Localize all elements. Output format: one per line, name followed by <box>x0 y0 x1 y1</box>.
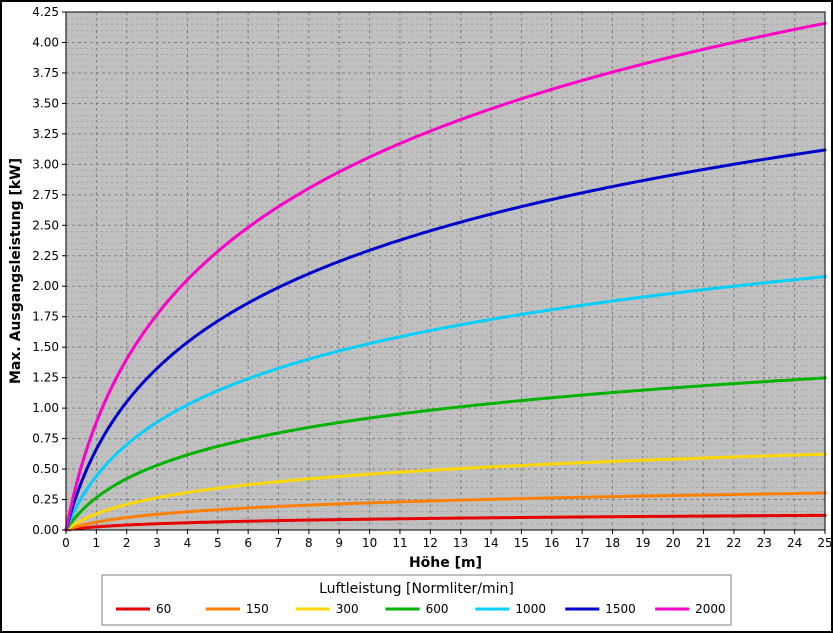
svg-text:3.75: 3.75 <box>32 66 59 80</box>
svg-text:Max. Ausgangsleistung [kW]: Max. Ausgangsleistung [kW] <box>8 158 24 384</box>
svg-text:22: 22 <box>726 536 741 550</box>
svg-text:16: 16 <box>544 536 559 550</box>
svg-text:23: 23 <box>757 536 772 550</box>
svg-text:1.75: 1.75 <box>32 310 59 324</box>
svg-text:9: 9 <box>335 536 343 550</box>
svg-text:1.25: 1.25 <box>32 371 59 385</box>
svg-text:300: 300 <box>336 602 359 616</box>
chart-svg: 0123456789101112131415161718192021222324… <box>2 2 831 631</box>
svg-text:17: 17 <box>574 536 589 550</box>
svg-text:0.25: 0.25 <box>32 493 59 507</box>
svg-text:60: 60 <box>156 602 171 616</box>
y-ticks: 0.00 0.25 0.50 0.75 1.00 1.25 1.50 1.75 2.00 2.25… <box>32 5 66 537</box>
svg-text:3.00: 3.00 <box>32 157 59 171</box>
svg-text:25: 25 <box>817 536 831 550</box>
svg-text:600: 600 <box>426 602 449 616</box>
svg-text:Höhe [m]: Höhe [m] <box>409 555 482 571</box>
x-ticks: 0123456789101112131415161718192021222324… <box>62 530 831 550</box>
svg-text:1: 1 <box>93 536 101 550</box>
svg-text:1.00: 1.00 <box>32 401 59 415</box>
svg-text:4: 4 <box>184 536 192 550</box>
svg-text:12: 12 <box>423 536 438 550</box>
svg-text:20: 20 <box>666 536 681 550</box>
svg-text:8: 8 <box>305 536 313 550</box>
svg-text:0: 0 <box>62 536 70 550</box>
svg-text:0.50: 0.50 <box>32 462 59 476</box>
svg-text:15: 15 <box>514 536 529 550</box>
svg-text:6: 6 <box>244 536 252 550</box>
svg-text:10: 10 <box>362 536 377 550</box>
svg-text:3.50: 3.50 <box>32 96 59 110</box>
svg-text:3: 3 <box>153 536 161 550</box>
svg-text:24: 24 <box>787 536 802 550</box>
svg-text:2: 2 <box>123 536 131 550</box>
svg-text:0.00: 0.00 <box>32 523 59 537</box>
svg-text:2.50: 2.50 <box>32 218 59 232</box>
svg-text:4.25: 4.25 <box>32 5 59 19</box>
svg-text:Luftleistung [Normliter/min]: Luftleistung [Normliter/min] <box>319 581 514 597</box>
svg-text:2.25: 2.25 <box>32 249 59 263</box>
svg-text:4.00: 4.00 <box>32 35 59 49</box>
svg-text:1000: 1000 <box>515 602 546 616</box>
svg-text:13: 13 <box>453 536 468 550</box>
chart-frame: 0123456789101112131415161718192021222324… <box>0 0 833 633</box>
svg-text:5: 5 <box>214 536 222 550</box>
svg-text:0.75: 0.75 <box>32 432 59 446</box>
svg-text:2000: 2000 <box>695 602 726 616</box>
svg-text:14: 14 <box>483 536 498 550</box>
svg-text:1500: 1500 <box>605 602 636 616</box>
svg-text:21: 21 <box>696 536 711 550</box>
svg-text:2.75: 2.75 <box>32 188 59 202</box>
svg-text:11: 11 <box>392 536 407 550</box>
svg-text:19: 19 <box>635 536 650 550</box>
svg-text:3.25: 3.25 <box>32 127 59 141</box>
svg-text:18: 18 <box>605 536 620 550</box>
svg-text:1.50: 1.50 <box>32 340 59 354</box>
svg-text:7: 7 <box>275 536 283 550</box>
svg-text:150: 150 <box>246 602 269 616</box>
svg-text:2.00: 2.00 <box>32 279 59 293</box>
